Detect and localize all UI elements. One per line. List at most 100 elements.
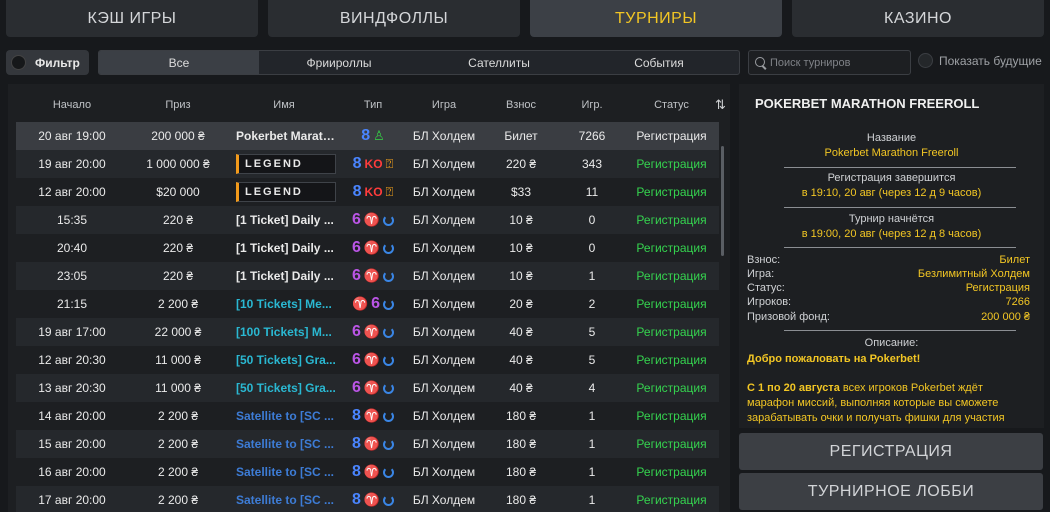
- cell-type: 6 ♈: [340, 323, 406, 341]
- cell-game: БЛ Холдем: [412, 493, 476, 507]
- trophy-icon: ♈: [363, 324, 381, 339]
- cell-type: 6 ♈: [340, 379, 406, 397]
- tab-cash-games[interactable]: КЭШ ИГРЫ: [6, 0, 258, 37]
- header-name[interactable]: Имя: [273, 99, 295, 111]
- table-size-number: 6: [351, 379, 361, 396]
- cell-prize: 2 200 ₴: [157, 297, 199, 311]
- tab-tournaments[interactable]: ТУРНИРЫ: [530, 0, 782, 37]
- cell-players: 11: [585, 185, 599, 199]
- tournament-lobby-button[interactable]: ТУРНИРНОЕ ЛОББИ: [739, 473, 1043, 510]
- rebuy-icon: [383, 354, 395, 366]
- table-row[interactable]: 12 авг 20:00 $20 000 LEGEND 8 KO ⍰ БЛ Холдем $3…: [16, 178, 719, 206]
- show-future-label: Показать будущие: [939, 53, 1042, 68]
- cell-start: 19 авг 20:00: [38, 157, 106, 171]
- table-scrollbar[interactable]: [721, 146, 724, 256]
- cell-players: 5: [588, 353, 596, 367]
- hand-icon: ⍰: [385, 184, 394, 199]
- cell-start: 16 авг 20:00: [38, 465, 106, 479]
- cell-status: Регистрация: [636, 465, 707, 479]
- cell-name: [10 Tickets] Me...: [236, 297, 332, 311]
- header-start[interactable]: Начало: [52, 99, 92, 111]
- cell-fee: $33: [510, 185, 532, 199]
- rebuy-icon: [383, 270, 395, 282]
- cell-name: [50 Tickets] Gra...: [236, 381, 336, 395]
- cell-fee: 40 ₴: [509, 353, 533, 367]
- cell-prize: 11 000 ₴: [155, 381, 201, 395]
- table-row[interactable]: 15 авг 20:00 2 200 ₴ Satellite to [SC ... 8…: [16, 430, 719, 458]
- cell-prize: 2 200 ₴: [157, 437, 199, 451]
- table-size-number: 8: [351, 435, 361, 452]
- rebuy-icon: [383, 214, 395, 226]
- header-type[interactable]: Тип: [363, 99, 383, 111]
- cell-players: 1: [588, 437, 596, 451]
- table-row[interactable]: 21:15 2 200 ₴ [10 Tickets] Me... ♈ 6 БЛ Холде…: [16, 290, 719, 318]
- tab-casino[interactable]: КАЗИНО: [792, 0, 1044, 37]
- cell-game: БЛ Холдем: [412, 437, 476, 451]
- search-input[interactable]: [770, 56, 910, 69]
- cell-type: 6 ♈: [340, 239, 406, 257]
- table-row[interactable]: 19 авг 17:00 22 000 ₴ [100 Tickets] M... 6 ♈…: [16, 318, 719, 346]
- table-size-number: 6: [351, 351, 361, 368]
- table-header: Начало Приз Имя Тип Игра Взнос Игр. Стат…: [16, 92, 719, 118]
- details-name-value: Pokerbet Marathon Freeroll: [824, 147, 959, 159]
- category-tabs: Все Фриироллы Сателлиты События: [98, 50, 740, 75]
- cell-players: 343: [581, 157, 603, 171]
- details-start-value: в 19:00, 20 авг (через 12 д 8 часов): [801, 228, 982, 240]
- cell-players: 1: [588, 269, 596, 283]
- subtab-satellites[interactable]: Сателлиты: [468, 55, 530, 70]
- subtab-events[interactable]: События: [634, 55, 684, 70]
- info-prize-label: Призовой фонд:: [747, 311, 830, 323]
- filter-button[interactable]: Фильтр: [6, 50, 89, 75]
- table-row[interactable]: 23:05 220 ₴ [1 Ticket] Daily ... 6 ♈ БЛ Холде…: [16, 262, 719, 290]
- table-size-number: 8: [351, 463, 361, 480]
- cell-status: Регистрация: [636, 353, 707, 367]
- cell-players: 1: [588, 409, 596, 423]
- subtab-all[interactable]: Все: [99, 51, 259, 74]
- refresh-icon[interactable]: ⇅: [715, 97, 726, 112]
- cell-name: LEGEND: [228, 182, 340, 202]
- cell-status: Регистрация: [636, 269, 707, 283]
- table-row[interactable]: 20:40 220 ₴ [1 Ticket] Daily ... 6 ♈ БЛ Холде…: [16, 234, 719, 262]
- table-row[interactable]: 15:35 220 ₴ [1 Ticket] Daily ... 6 ♈ БЛ Холде…: [16, 206, 719, 234]
- header-players[interactable]: Игр.: [581, 99, 603, 111]
- cell-players: 0: [588, 241, 596, 255]
- table-row[interactable]: 19 авг 20:00 1 000 000 ₴ LEGEND 8 KO ⍰ БЛ Холд…: [16, 150, 719, 178]
- table-row[interactable]: 14 авг 20:00 2 200 ₴ Satellite to [SC ... 8…: [16, 402, 719, 430]
- cell-start: 21:15: [56, 297, 88, 311]
- cell-prize: 220 ₴: [162, 241, 194, 255]
- subtab-freerolls[interactable]: Фриироллы: [306, 55, 372, 70]
- divider: [784, 247, 1016, 248]
- table-row[interactable]: 16 авг 20:00 2 200 ₴ Satellite to [SC ... 8…: [16, 458, 719, 486]
- table-row[interactable]: 17 авг 20:00 2 200 ₴ Satellite to [SC ... 8…: [16, 486, 719, 512]
- cell-game: БЛ Холдем: [412, 465, 476, 479]
- info-fee: Взнос: Билет: [747, 254, 1030, 266]
- cell-status: Регистрация: [636, 409, 707, 423]
- hand-icon: ⍰: [385, 156, 394, 171]
- divider: [784, 167, 1016, 168]
- cell-game: БЛ Холдем: [412, 241, 476, 255]
- cell-status: Регистрация: [636, 297, 707, 311]
- table-row[interactable]: 20 авг 19:00 200 000 ₴ Pokerbet Marath... 8…: [16, 122, 719, 150]
- register-button[interactable]: РЕГИСТРАЦИЯ: [739, 433, 1043, 470]
- cell-type: 8 ♈: [340, 407, 406, 425]
- rebuy-icon: [383, 438, 395, 450]
- header-status[interactable]: Статус: [654, 99, 689, 111]
- cell-type: 8 ♈: [340, 491, 406, 509]
- cell-start: 15:35: [56, 213, 88, 227]
- table-row[interactable]: 12 авг 20:30 11 000 ₴ [50 Tickets] Gra... 6…: [16, 346, 719, 374]
- cell-prize: 2 200 ₴: [157, 465, 199, 479]
- show-future-toggle[interactable]: Показать будущие: [918, 53, 1042, 68]
- toggle-off-icon: [918, 53, 933, 68]
- cell-type: 6 ♈: [340, 267, 406, 285]
- cell-game: БЛ Холдем: [412, 381, 476, 395]
- table-row[interactable]: 13 авг 20:30 11 000 ₴ [50 Tickets] Gra... 6…: [16, 374, 719, 402]
- header-fee[interactable]: Взнос: [505, 99, 537, 111]
- cell-name: [50 Tickets] Gra...: [236, 353, 336, 367]
- header-prize[interactable]: Приз: [165, 99, 191, 111]
- cell-type: 6 ♈: [340, 211, 406, 229]
- cell-game: БЛ Холдем: [412, 269, 476, 283]
- info-fee-label: Взнос:: [747, 254, 781, 266]
- tab-windfalls[interactable]: ВИНДФОЛЛЫ: [268, 0, 520, 37]
- cell-players: 1: [588, 465, 596, 479]
- header-game[interactable]: Игра: [431, 99, 457, 111]
